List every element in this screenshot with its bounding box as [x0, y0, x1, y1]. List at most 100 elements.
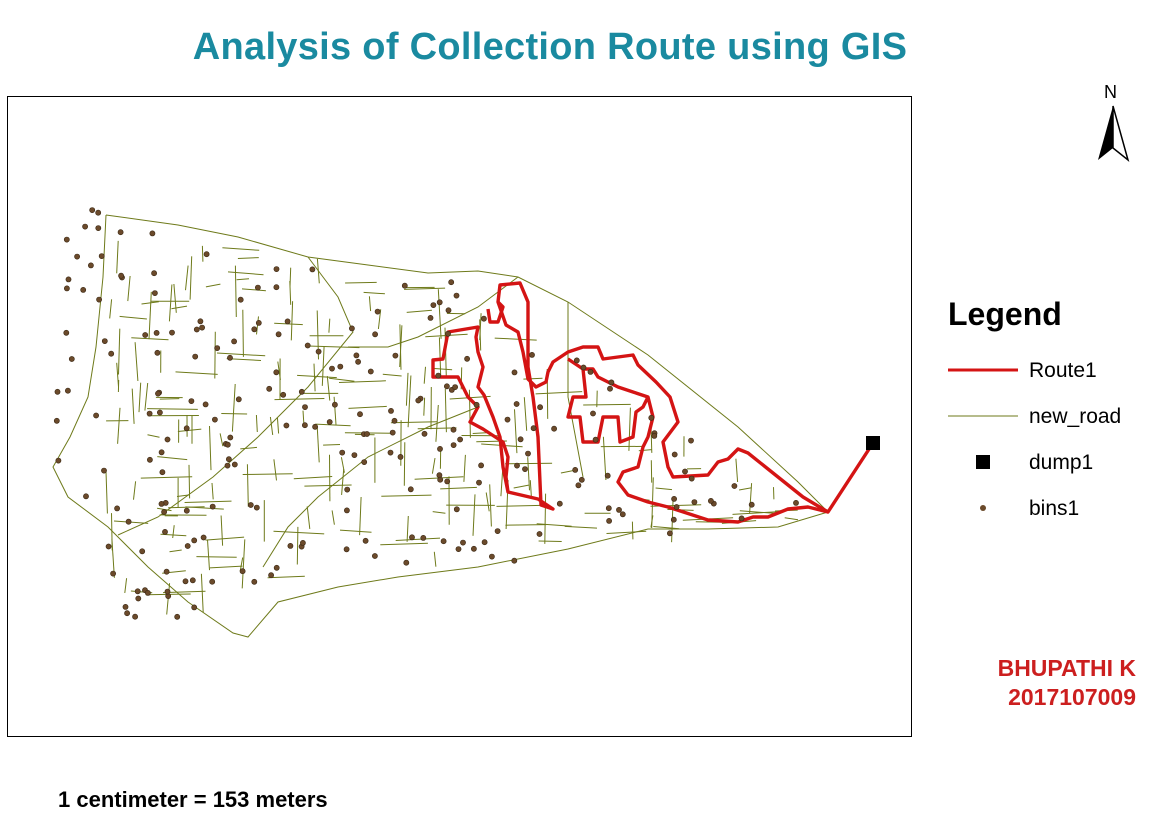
bin-marker[interactable]: [430, 302, 437, 308]
bin-marker[interactable]: [473, 401, 480, 408]
bin-marker[interactable]: [55, 457, 62, 464]
bin-marker[interactable]: [351, 452, 358, 458]
bin-marker[interactable]: [182, 578, 189, 585]
bin-marker[interactable]: [191, 604, 198, 611]
bin-marker[interactable]: [605, 505, 612, 512]
bin-marker[interactable]: [214, 345, 221, 351]
bin-marker[interactable]: [304, 342, 311, 349]
bin-marker[interactable]: [691, 499, 698, 505]
bin-marker[interactable]: [65, 276, 72, 283]
bin-marker[interactable]: [124, 610, 130, 617]
bin-marker[interactable]: [391, 417, 398, 424]
bin-marker[interactable]: [476, 479, 482, 486]
bin-marker[interactable]: [793, 499, 799, 506]
bin-marker[interactable]: [247, 502, 254, 508]
bin-marker[interactable]: [301, 422, 308, 429]
bin-marker[interactable]: [254, 284, 261, 291]
bin-marker[interactable]: [117, 229, 124, 236]
bin-marker[interactable]: [353, 352, 360, 359]
bin-marker[interactable]: [537, 404, 543, 411]
bin-marker[interactable]: [80, 286, 87, 293]
bin-marker[interactable]: [329, 365, 335, 372]
bin-marker[interactable]: [367, 368, 374, 375]
bin-marker[interactable]: [83, 493, 89, 500]
bin-marker[interactable]: [427, 314, 434, 321]
bin-marker[interactable]: [183, 507, 190, 514]
bin-marker[interactable]: [158, 500, 165, 507]
bin-marker[interactable]: [530, 425, 537, 432]
bin-marker[interactable]: [480, 315, 487, 322]
bin-marker[interactable]: [355, 358, 361, 365]
bin-marker[interactable]: [670, 516, 677, 523]
bin-marker[interactable]: [174, 613, 181, 620]
bin-marker[interactable]: [511, 369, 518, 376]
bin-marker[interactable]: [407, 486, 414, 493]
bin-marker[interactable]: [450, 426, 457, 433]
bin-marker[interactable]: [89, 207, 96, 213]
bin-marker[interactable]: [420, 534, 427, 541]
bin-marker[interactable]: [453, 506, 460, 513]
bin-marker[interactable]: [443, 383, 450, 390]
bin-marker[interactable]: [225, 456, 232, 463]
bin-marker[interactable]: [608, 379, 615, 386]
bin-marker[interactable]: [161, 509, 167, 515]
bin-marker[interactable]: [371, 553, 378, 559]
bin-marker[interactable]: [224, 462, 231, 469]
bin-marker[interactable]: [151, 270, 157, 277]
bin-marker[interactable]: [153, 329, 160, 336]
bin-marker[interactable]: [361, 459, 368, 465]
bin-marker[interactable]: [197, 318, 204, 325]
bin-marker[interactable]: [251, 326, 258, 333]
bin-marker[interactable]: [517, 436, 524, 443]
bin-marker[interactable]: [514, 462, 520, 469]
bin-marker[interactable]: [74, 253, 80, 260]
bin-marker[interactable]: [101, 338, 108, 344]
bin-marker[interactable]: [122, 603, 129, 610]
bin-marker[interactable]: [134, 588, 141, 595]
bin-marker[interactable]: [273, 266, 280, 272]
bin-marker[interactable]: [273, 284, 280, 291]
bin-marker[interactable]: [372, 331, 378, 338]
bin-marker[interactable]: [255, 319, 262, 326]
bin-marker[interactable]: [68, 356, 75, 362]
bin-marker[interactable]: [211, 416, 218, 423]
bin-marker[interactable]: [189, 577, 196, 584]
bin-marker[interactable]: [169, 329, 175, 336]
bin-marker[interactable]: [488, 553, 495, 560]
bin-marker[interactable]: [688, 475, 695, 482]
bin-marker[interactable]: [331, 401, 338, 408]
bin-marker[interactable]: [648, 414, 655, 421]
bin-marker[interactable]: [101, 467, 107, 474]
bin-marker[interactable]: [202, 401, 209, 408]
bin-marker[interactable]: [731, 483, 738, 489]
bin-marker[interactable]: [592, 436, 599, 443]
bin-marker[interactable]: [374, 308, 381, 315]
bin-marker[interactable]: [193, 326, 200, 333]
bin-marker[interactable]: [671, 451, 678, 458]
bin-marker[interactable]: [209, 503, 216, 510]
bin-marker[interactable]: [63, 329, 70, 336]
bin-marker[interactable]: [578, 476, 585, 483]
bin-marker[interactable]: [452, 384, 458, 390]
bin-marker[interactable]: [251, 578, 258, 585]
bin-marker[interactable]: [738, 515, 745, 522]
bin-marker[interactable]: [114, 505, 120, 512]
bin-marker[interactable]: [437, 476, 444, 483]
bin-marker[interactable]: [284, 318, 291, 325]
bin-marker[interactable]: [159, 469, 166, 476]
bin-marker[interactable]: [146, 456, 153, 463]
bin-marker[interactable]: [392, 352, 399, 359]
bin-marker[interactable]: [464, 355, 470, 362]
bin-marker[interactable]: [54, 388, 61, 395]
bin-marker[interactable]: [590, 410, 596, 417]
bin-marker[interactable]: [135, 595, 142, 602]
bin-marker[interactable]: [203, 251, 210, 258]
bin-marker[interactable]: [572, 466, 579, 473]
bin-marker[interactable]: [155, 390, 161, 397]
bin-marker[interactable]: [110, 570, 116, 577]
bin-marker[interactable]: [688, 437, 694, 444]
bin-marker[interactable]: [227, 354, 233, 361]
bin-marker[interactable]: [494, 528, 501, 534]
bin-marker[interactable]: [309, 266, 316, 273]
bin-marker[interactable]: [235, 396, 242, 403]
